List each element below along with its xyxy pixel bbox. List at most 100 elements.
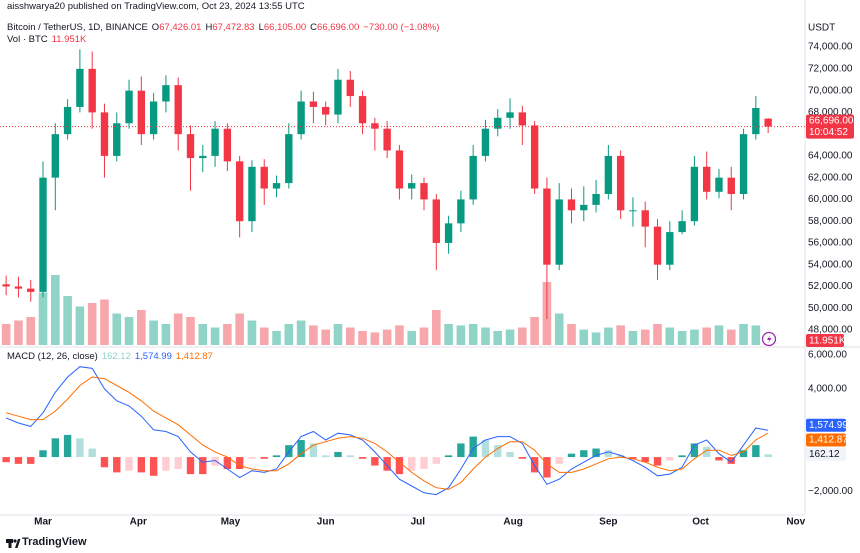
histogram-bar — [174, 457, 182, 469]
volume-bar — [284, 324, 294, 345]
ohlc-value: 67,426.01 — [159, 22, 202, 33]
candle-body — [653, 226, 662, 265]
histogram-bar — [555, 457, 563, 464]
histogram-bar — [420, 457, 428, 469]
histogram-bar — [88, 448, 96, 458]
y-tick-label: 56,000.00 — [808, 238, 853, 249]
candle-body — [162, 85, 170, 102]
histogram-bar — [592, 448, 600, 458]
candle-body — [76, 68, 84, 107]
ohlc-item: H67,472.83 — [205, 22, 254, 33]
histogram-bar — [235, 457, 244, 469]
candle-body — [567, 199, 576, 211]
volume-value: 11.951K — [51, 34, 87, 45]
candle-body — [715, 177, 723, 192]
candle-body — [285, 134, 293, 184]
ohlc-item: L66,105.00 — [259, 22, 307, 33]
volume-bar — [554, 313, 564, 345]
macd-legend: MACD (12, 26, close) 162.12 1,574.99 1,412… — [7, 351, 213, 362]
symbol-line: Bitcoin / TetherUS, 1D, BINANCE O67,426.… — [7, 22, 439, 33]
volume-bar — [690, 329, 699, 345]
candle-body — [469, 155, 477, 200]
candle-body — [506, 112, 514, 118]
histogram-bar — [63, 434, 72, 458]
candle-body — [2, 284, 10, 287]
volume-bar — [223, 324, 232, 345]
histogram-bar — [334, 451, 342, 458]
symbol: Bitcoin / TetherUS, 1D, BINANCE — [7, 22, 148, 33]
histogram-bar — [113, 457, 121, 473]
histogram-bar — [444, 455, 453, 458]
ohlc-key: L — [258, 22, 264, 33]
x-tick-label: Jun — [317, 517, 335, 528]
candle-body — [211, 128, 219, 156]
signal-line — [5, 376, 769, 490]
volume-bar — [210, 327, 220, 345]
histogram-bar — [211, 457, 219, 466]
volume-bar — [149, 320, 158, 345]
candle-body — [113, 123, 121, 156]
volume-bar — [468, 324, 478, 345]
volume-bar — [112, 313, 122, 345]
macd-line — [5, 366, 769, 496]
candle-body — [530, 125, 539, 189]
candle-body — [727, 177, 735, 194]
macd-last-label: 1,574.99 — [809, 420, 848, 431]
volume-bar — [518, 327, 527, 345]
candle-body — [186, 134, 195, 159]
candle-body — [555, 199, 563, 265]
macd-title: MACD (12, 26, close) — [7, 351, 98, 362]
volume-bar — [1, 324, 11, 345]
volume-bar — [530, 317, 539, 345]
volume-bar — [309, 325, 318, 345]
histogram-bar — [432, 457, 440, 464]
volume-bar — [75, 306, 85, 345]
ohlc-key: O — [151, 22, 160, 33]
histogram-bar — [752, 445, 760, 458]
candle-body — [174, 85, 182, 135]
histogram-bar — [494, 445, 502, 458]
histogram-bar — [27, 457, 35, 464]
histogram-bar — [481, 440, 490, 458]
volume-bar — [665, 327, 675, 345]
histogram-bar — [506, 451, 514, 458]
currency: USDT — [808, 23, 835, 34]
ohlc-item: O67,426.01 — [152, 22, 202, 33]
volume-bar — [198, 324, 208, 345]
histogram-bar — [100, 457, 109, 468]
volume-bar — [714, 325, 724, 345]
histogram-bar — [272, 455, 281, 458]
candle-body — [518, 112, 527, 126]
candle-body — [444, 223, 453, 243]
candle-body — [702, 166, 711, 192]
y-tick-label: 4,000.00 — [808, 384, 847, 395]
volume-bar — [640, 329, 650, 345]
volume-label-box — [806, 334, 844, 347]
volume-bar — [186, 317, 195, 345]
histogram-bar — [666, 457, 674, 461]
candle-body — [592, 193, 600, 205]
candle-body — [358, 96, 367, 124]
histogram-bar — [371, 457, 379, 466]
signal-last-label: 1,412.87 — [809, 435, 848, 446]
volume-bar — [100, 299, 109, 345]
histogram-bar — [715, 457, 723, 461]
x-tick-label: Sep — [599, 517, 617, 528]
histogram-bar — [346, 455, 354, 458]
signal-legend-value: 1,412.87 — [175, 351, 213, 362]
x-tick-label: Apr — [130, 517, 147, 528]
candle-body — [39, 177, 47, 292]
histogram-bar — [616, 455, 625, 458]
histogram-bar — [395, 457, 404, 475]
x-tick-label: Aug — [503, 517, 522, 528]
candle-body — [580, 204, 588, 211]
volume-bar — [726, 329, 736, 345]
ohlc-value: 66,696.00 — [317, 22, 360, 33]
histogram-bar — [764, 454, 772, 458]
y-tick-label: 50,000.00 — [808, 303, 853, 314]
candle-body — [616, 155, 625, 211]
candle-body — [248, 166, 256, 222]
volume-bar — [173, 313, 183, 345]
y-tick-label: 48,000.00 — [808, 325, 853, 336]
volume-bar — [653, 324, 662, 345]
